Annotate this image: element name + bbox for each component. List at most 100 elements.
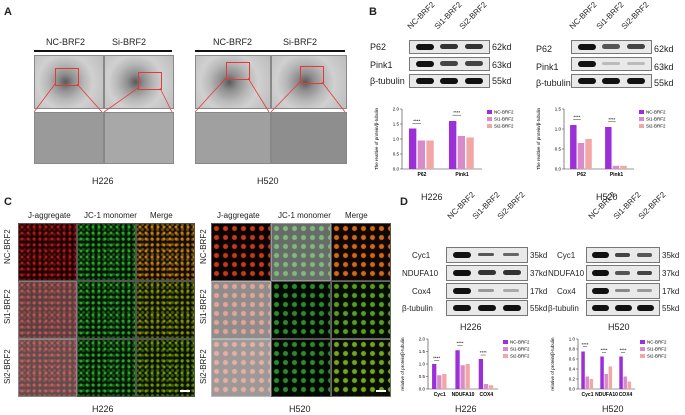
y-tick-label: 0.5 <box>393 152 400 157</box>
channel-label: J-aggregate <box>217 211 260 220</box>
channel-label: JC-1 monomer <box>278 211 331 220</box>
blot-strip <box>586 283 660 299</box>
channel-label: Merge <box>150 211 173 220</box>
bar <box>457 136 466 169</box>
panel-b-label: B <box>369 6 377 18</box>
bar <box>600 356 604 389</box>
y-tick-label: 1.0 <box>393 137 400 142</box>
protein-label: NDUFA10 <box>402 269 439 278</box>
sig-label: **** <box>433 356 440 361</box>
bar <box>608 366 613 389</box>
em-zoom-image <box>34 112 104 164</box>
blot-strip <box>586 300 660 316</box>
bar <box>585 139 592 169</box>
fluor-image <box>211 223 271 281</box>
legend-swatch <box>639 117 644 121</box>
zoom-box <box>55 68 79 86</box>
sig-label: **** <box>413 118 420 123</box>
fluor-image <box>136 281 195 339</box>
x-tick-label: NDUFA10 <box>595 392 618 398</box>
bar <box>466 137 474 169</box>
size-label: 55kd <box>654 78 674 88</box>
blot-strip <box>446 283 528 299</box>
legend-label: NC-BRF2 <box>646 110 666 115</box>
row-label: Si2-BRF2 <box>199 349 208 384</box>
bar-chart-b-h520: The realtive of protein/β-tubulin 0.0 0.5 1… <box>536 107 666 178</box>
fluor-image <box>211 339 271 397</box>
zoom-box <box>138 72 162 90</box>
fluor-image <box>77 281 136 339</box>
y-tick-label: 2.0 <box>419 337 426 342</box>
y-tick-label: 1.0 <box>569 337 576 342</box>
cell-line-label: H226 <box>92 176 114 186</box>
protein-label: Cox4 <box>557 287 576 296</box>
bar <box>455 350 460 389</box>
row-label: Si1-BRF2 <box>3 289 12 324</box>
y-tick-label: 0.4 <box>569 367 576 372</box>
size-label: 62kd <box>654 44 674 54</box>
x-tick-label: P62 <box>418 172 427 178</box>
panel-a-col-label: Si-BRF2 <box>283 37 318 47</box>
size-label: 55kd <box>530 304 548 313</box>
fluor-image <box>18 281 77 339</box>
bar <box>620 165 627 169</box>
cell-line-label: H520 <box>602 404 624 414</box>
size-label: 55kd <box>492 76 512 86</box>
y-tick-label: 0.2 <box>569 377 576 382</box>
legend-label: NC-BRF2 <box>647 340 667 345</box>
bar <box>581 351 585 389</box>
legend-label: NC-BRF2 <box>494 110 514 115</box>
fluor-image <box>331 223 391 281</box>
fluor-image <box>271 223 331 281</box>
size-label: 62kd <box>492 42 512 52</box>
bar <box>570 125 577 169</box>
legend-swatch <box>503 354 508 358</box>
y-tick-label: 0.0 <box>393 167 400 172</box>
protein-label: Pink1 <box>370 60 393 70</box>
legend-label: Si1-BRF2 <box>510 347 530 352</box>
sig-label: **** <box>620 347 627 352</box>
protein-label: β-tubulin <box>402 304 433 313</box>
bar <box>417 140 426 169</box>
bar <box>589 379 594 389</box>
cell-line-label: H520 <box>596 192 618 202</box>
cell-line-label: H226 <box>421 192 443 202</box>
legend-swatch <box>503 340 508 344</box>
lane-label: NC-BRF2 <box>567 0 599 31</box>
y-tick-label: 0.8 <box>569 347 576 352</box>
y-tick-label: 0.0 <box>419 387 426 392</box>
cell-line-label: H520 <box>608 322 630 332</box>
bar <box>605 127 612 169</box>
fluor-image <box>331 339 391 397</box>
y-tick-label: 0.6 <box>569 357 576 362</box>
protein-label: Cyc1 <box>557 251 576 260</box>
sig-label: **** <box>480 350 487 355</box>
sig-label: **** <box>601 347 608 352</box>
panel-d-label: D <box>400 196 408 208</box>
bar <box>577 143 585 169</box>
bar <box>585 376 589 389</box>
x-tick-label: Pink1 <box>610 172 624 178</box>
fluor-image <box>77 339 136 397</box>
group-bar <box>34 50 172 52</box>
fluor-image <box>136 339 195 397</box>
bar <box>408 128 417 169</box>
lane-label: NC-BRF2 <box>405 0 437 31</box>
bar <box>619 356 623 389</box>
bar-chart-b-h226: The realtive of protein/β-tubulin 0.0 0.5 1… <box>374 107 514 178</box>
blot-strip <box>409 40 490 54</box>
bar <box>442 374 447 389</box>
y-tick-label: 1.5 <box>555 107 562 112</box>
bar <box>437 375 442 389</box>
cell-line-label: H226 <box>455 404 477 414</box>
y-tick-label: 0.0 <box>555 167 562 172</box>
legend-swatch <box>487 110 492 114</box>
panel-a-col-label: Si-BRF2 <box>112 37 147 47</box>
bar <box>612 165 620 169</box>
legend-swatch <box>487 117 492 121</box>
fluor-image <box>77 223 136 281</box>
y-axis-label: relative of protein/β-tubulin <box>550 337 555 391</box>
sig-label: **** <box>453 110 460 115</box>
row-label: Si2-BRF2 <box>3 349 12 384</box>
blot-strip <box>586 265 660 281</box>
